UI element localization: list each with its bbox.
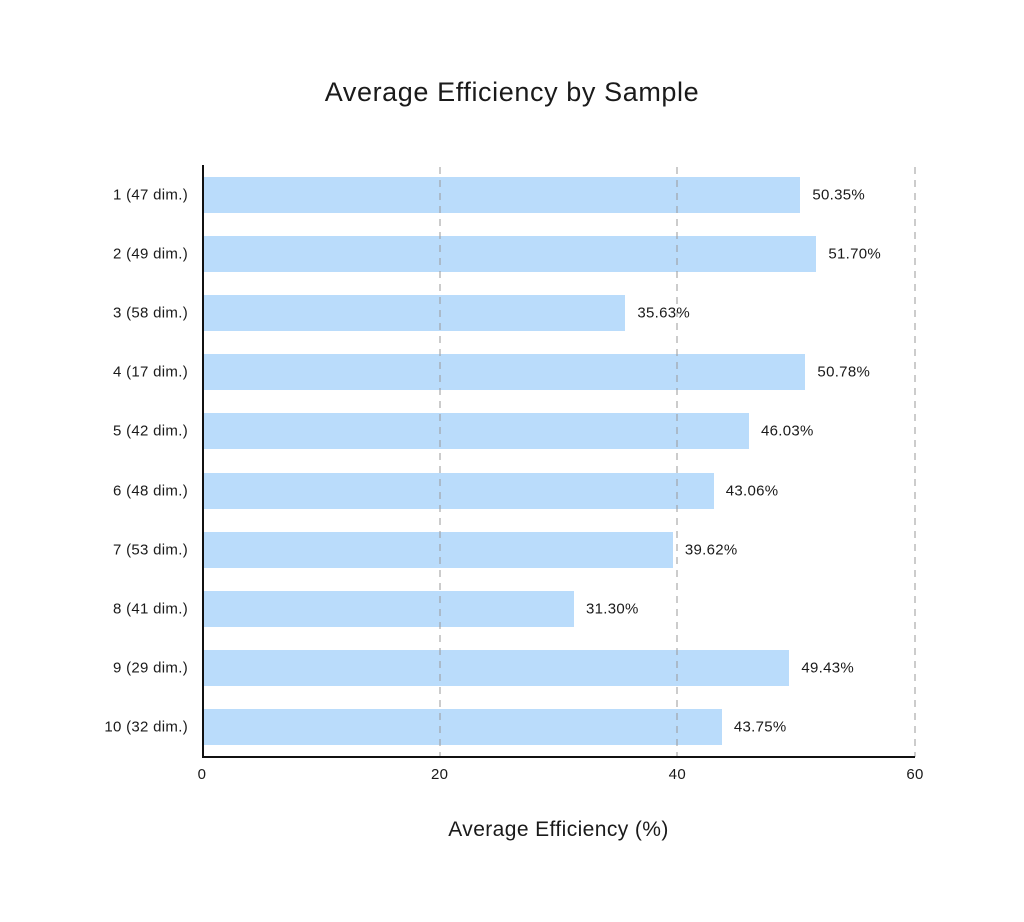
bar-row: 9 (29 dim.) 49.43% — [113, 639, 915, 698]
value-label: 43.06% — [725, 482, 779, 500]
x-axis-title: Average Efficiency (%) — [448, 818, 669, 841]
category-label: 5 (42 dim.) — [113, 422, 188, 440]
value-label: 50.35% — [812, 186, 865, 204]
gridline-x-20 — [439, 167, 441, 757]
value-label: 31.30% — [585, 600, 639, 618]
bar — [204, 235, 817, 272]
category-label: 6 (48 dim.) — [113, 482, 188, 500]
x-tick-label: 40 — [668, 766, 686, 783]
bar-row: 10 (32 dim.) 43.75% — [104, 698, 915, 757]
x-tick-label: 20 — [431, 766, 449, 783]
value-label: 51.70% — [828, 245, 882, 263]
bar-row: 3 (58 dim.) 35.63% — [113, 283, 915, 342]
x-axis-line — [202, 756, 915, 758]
plot-area: 1 (47 dim.) 50.35% 2 (49 dim.) 51.70% 3 (58 … — [104, 165, 923, 783]
category-label: 7 (53 dim.) — [113, 541, 188, 559]
value-label: 46.03% — [760, 422, 814, 440]
gridline-x-40 — [676, 167, 678, 757]
x-tick-label: 60 — [906, 766, 924, 783]
bar-row: 5 (42 dim.) 46.03% — [113, 402, 915, 461]
category-label: 2 (49 dim.) — [113, 245, 188, 263]
bar — [204, 531, 673, 568]
bar-row: 4 (17 dim.) 50.78% — [113, 343, 915, 402]
category-label: 9 (29 dim.) — [113, 659, 188, 677]
bar — [204, 354, 806, 391]
chart-title: Average Efficiency by Sample — [324, 77, 700, 107]
value-label: 39.62% — [684, 541, 738, 559]
category-label: 8 (41 dim.) — [113, 600, 188, 618]
bar — [204, 176, 801, 213]
value-label: 43.75% — [733, 718, 787, 736]
category-label: 1 (47 dim.) — [113, 186, 188, 204]
category-label: 10 (32 dim.) — [104, 718, 188, 736]
value-label: 35.63% — [637, 304, 691, 322]
value-label: 50.78% — [817, 363, 871, 381]
bar — [204, 472, 714, 509]
bar-row: 8 (41 dim.) 31.30% — [113, 579, 915, 638]
bar — [204, 650, 790, 687]
bar — [204, 413, 749, 450]
bar-row: 1 (47 dim.) 50.35% — [113, 165, 915, 224]
gridline-x-60 — [914, 167, 916, 757]
bar-row: 7 (53 dim.) 39.62% — [113, 520, 915, 579]
bar — [204, 590, 574, 627]
category-label: 3 (58 dim.) — [113, 304, 188, 322]
bar — [204, 709, 722, 746]
x-tick-label: 0 — [197, 766, 207, 783]
category-label: 4 (17 dim.) — [113, 363, 188, 381]
bar-row: 6 (48 dim.) 43.06% — [113, 461, 915, 520]
bar-row: 2 (49 dim.) 51.70% — [113, 224, 915, 283]
y-axis-line — [202, 165, 204, 757]
value-label: 49.43% — [801, 659, 855, 677]
bar — [204, 294, 626, 331]
